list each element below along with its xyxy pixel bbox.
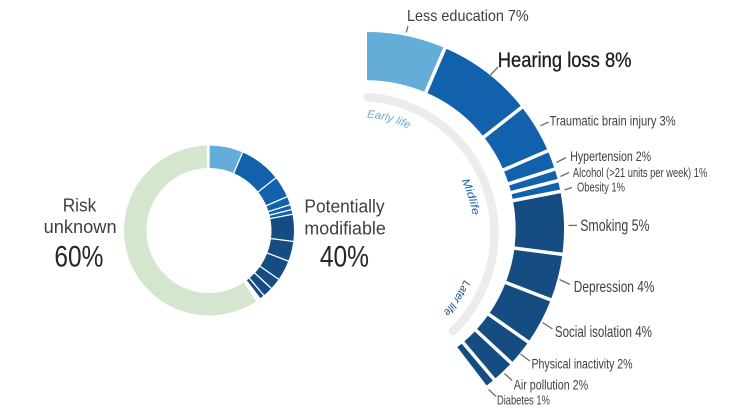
svg-text:Physical inactivity 2%: Physical inactivity 2% — [532, 356, 633, 371]
svg-text:40%: 40% — [320, 241, 369, 274]
svg-text:Alcohol (>21 units per week) 1: Alcohol (>21 units per week) 1% — [573, 165, 707, 180]
svg-text:Diabetes 1%: Diabetes 1% — [497, 393, 550, 408]
svg-text:Air pollution 2%: Air pollution 2% — [514, 378, 589, 393]
svg-text:Social isolation 4%: Social isolation 4% — [555, 324, 652, 341]
svg-text:Depression 4%: Depression 4% — [574, 279, 655, 296]
svg-text:Smoking 5%: Smoking 5% — [580, 217, 650, 235]
svg-text:unknown: unknown — [44, 217, 117, 237]
svg-text:60%: 60% — [54, 241, 103, 274]
svg-text:Potentially: Potentially — [304, 197, 384, 217]
svg-text:modifiable: modifiable — [304, 218, 385, 238]
svg-text:Hearing loss 8%: Hearing loss 8% — [498, 48, 632, 72]
svg-text:Traumatic brain injury 3%: Traumatic brain injury 3% — [550, 114, 676, 129]
svg-text:Obesity 1%: Obesity 1% — [577, 179, 625, 194]
svg-text:Less education 7%: Less education 7% — [407, 8, 529, 25]
svg-text:Hypertension 2%: Hypertension 2% — [570, 149, 651, 164]
svg-text:Risk: Risk — [63, 196, 98, 216]
